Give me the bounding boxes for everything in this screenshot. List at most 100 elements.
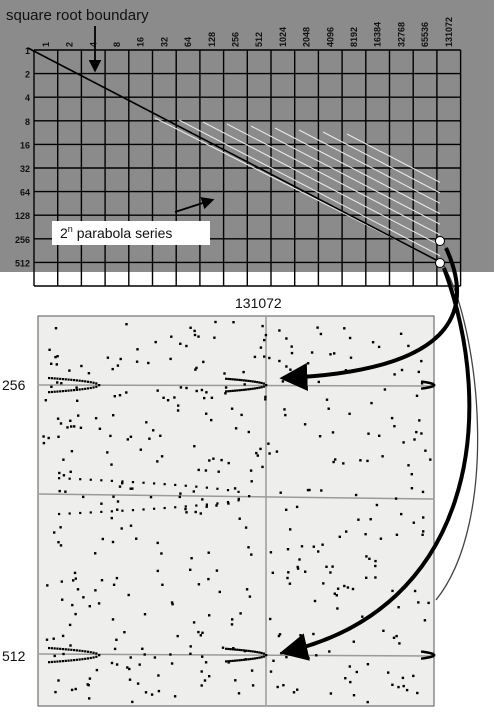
parabola-stripe — [202, 121, 441, 246]
scatter-dot — [119, 357, 122, 361]
row-label: 8 — [25, 117, 30, 127]
parabola-dot — [67, 648, 70, 651]
parabola-dot — [98, 384, 101, 387]
scatter-dot — [333, 352, 336, 355]
scatter-dot — [141, 647, 144, 650]
scatter-dot — [205, 412, 208, 415]
parabola-dot — [242, 379, 245, 382]
parabola-dot — [53, 647, 56, 650]
scatter-dot — [115, 576, 119, 580]
column-label: 2048 — [302, 27, 312, 47]
scatter-dots — [42, 320, 432, 704]
parabola-dot — [142, 481, 145, 484]
parabola-dot — [95, 652, 98, 655]
scatter-dot — [52, 637, 55, 640]
scatter-dot — [70, 450, 74, 453]
scatter-dot — [307, 656, 310, 660]
scatter-dot — [82, 596, 85, 599]
parabola-dot — [78, 388, 81, 391]
scatter-dot — [199, 634, 202, 637]
parabola-dot — [64, 648, 67, 651]
scatter-dot — [55, 363, 58, 366]
parabola-dot — [64, 378, 67, 381]
scatter-dot — [205, 391, 208, 394]
scatter-dot — [249, 469, 253, 472]
parabola-dot — [56, 377, 59, 380]
parabola-dot — [247, 388, 250, 391]
scatter-dot — [412, 674, 415, 678]
series-label-exponent: n — [68, 224, 73, 234]
scatter-dot — [129, 487, 132, 490]
scatter-dot — [98, 427, 102, 430]
parabola-dot — [81, 379, 84, 383]
scatter-dot — [379, 537, 383, 540]
scatter-dot — [215, 569, 219, 572]
scatter-dot — [111, 540, 115, 544]
parabola-dot — [50, 377, 53, 380]
parabola-dot — [226, 500, 230, 504]
parabola-dot — [262, 652, 265, 655]
parabola-dot — [131, 480, 135, 484]
parabola-dot — [233, 659, 237, 662]
parabola-dot — [70, 378, 73, 381]
parabola-dot — [131, 509, 135, 512]
scatter-dot — [170, 601, 174, 604]
scatter-dot — [359, 459, 362, 462]
scatter-dot — [208, 614, 211, 617]
scatter-dot — [290, 351, 294, 355]
scatter-dot — [264, 333, 268, 337]
scatter-dot — [290, 345, 293, 348]
scatter-dot — [296, 688, 299, 691]
scatter-dot — [173, 695, 177, 698]
scatter-dot — [316, 326, 319, 329]
square-root-boundary-line — [27, 47, 441, 263]
parabola-dot — [75, 649, 78, 652]
scatter-dot — [116, 500, 120, 503]
scatter-dot — [195, 366, 198, 370]
parabola-stripe — [346, 133, 441, 183]
scatter-dot — [261, 465, 264, 469]
scatter-dot — [285, 337, 288, 340]
scatter-dot — [111, 618, 115, 621]
scatter-dot — [200, 388, 204, 392]
scatter-dot — [204, 661, 208, 664]
scatter-dot — [366, 459, 369, 463]
scatter-dot — [42, 441, 46, 445]
scatter-dot — [259, 346, 263, 349]
parabola-dot — [195, 485, 198, 488]
column-label: 128 — [207, 32, 217, 47]
parabola-dot — [142, 508, 145, 511]
scatter-dot — [70, 688, 74, 692]
scatter-dot — [115, 663, 119, 666]
scatter-dot — [59, 526, 62, 529]
parabola-dot — [233, 648, 237, 651]
scatter-dot — [267, 442, 270, 445]
scatter-dot — [118, 485, 122, 488]
column-label: 16 — [136, 37, 146, 47]
parabola-dot — [227, 647, 230, 651]
parabola-dot — [89, 386, 92, 390]
scatter-dot — [97, 602, 101, 605]
scatter-dot — [387, 671, 390, 674]
parabola-dot — [260, 656, 263, 659]
parabola-dot — [89, 651, 92, 654]
scatter-dot — [283, 408, 286, 411]
scatter-dot — [185, 344, 188, 348]
parabola-dot — [233, 389, 237, 392]
scatter-dot — [204, 469, 208, 472]
scatter-dot — [417, 370, 420, 374]
parabola-dot — [240, 649, 243, 652]
parabola-stripe — [226, 123, 441, 236]
parabola-dot — [81, 388, 84, 391]
parabola-dot — [61, 647, 65, 651]
parabola-dot — [205, 486, 208, 489]
scatter-dot — [56, 355, 59, 358]
scatter-dot — [332, 460, 335, 464]
scatter-dot — [208, 675, 211, 678]
parabola-dot — [225, 647, 228, 650]
scatter-dot — [59, 422, 63, 425]
scatter-dot — [197, 335, 200, 338]
square-root-boundary-title: square root boundary — [6, 7, 149, 24]
scatter-dot — [87, 372, 91, 375]
column-label: 131072 — [444, 17, 454, 47]
